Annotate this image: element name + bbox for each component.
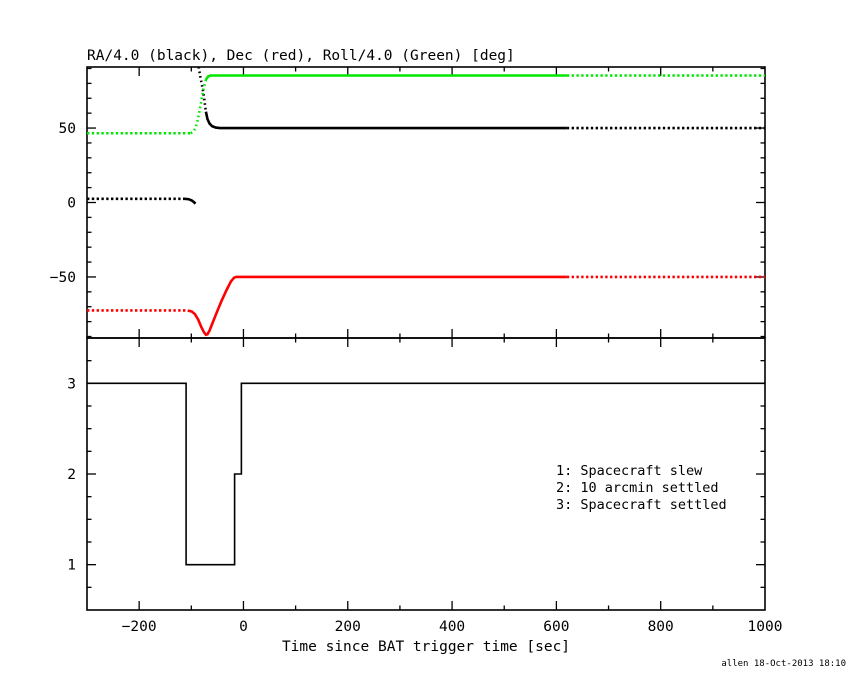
plot-title: RA/4.0 (black), Dec (red), Roll/4.0 (Gre… bbox=[87, 48, 515, 64]
y-tick-label: 2 bbox=[67, 467, 76, 483]
legend-line-1: 1: Spacecraft slew bbox=[556, 463, 703, 479]
series-black bbox=[87, 382, 765, 566]
legend-line-3: 3: Spacecraft settled bbox=[556, 497, 727, 513]
y-tick-label: −50 bbox=[50, 270, 76, 286]
panel-attitude: −50 0 50 bbox=[50, 66, 766, 339]
curve-segment-dotted bbox=[190, 79, 208, 135]
y-tick-label: 3 bbox=[67, 376, 76, 392]
x-axis-label: Time since BAT trigger time [sec] bbox=[282, 639, 570, 655]
curve-segment-solid bbox=[204, 74, 567, 81]
x-tick-label: 200 bbox=[335, 619, 361, 635]
x-tick-label: 1000 bbox=[748, 619, 783, 635]
credit-text: allen 18-Oct-2013 18:10 bbox=[721, 659, 846, 669]
panel-frame bbox=[86, 66, 766, 339]
plot-render-layer: −50 0 50 1 2 3 −200 0 200 400 600 800 1000 bbox=[50, 66, 783, 635]
series-black bbox=[87, 67, 765, 205]
x-tick-label: −200 bbox=[122, 619, 157, 635]
y-tick-label: 50 bbox=[59, 121, 76, 137]
curve-segment-dotted bbox=[197, 67, 208, 112]
curve-segment-solid bbox=[87, 382, 765, 566]
series-red bbox=[87, 275, 765, 337]
series-green bbox=[87, 74, 765, 135]
axis-ticks bbox=[87, 67, 765, 338]
x-tick-label: 0 bbox=[239, 619, 248, 635]
x-tick-label: 800 bbox=[648, 619, 674, 635]
curve-segment-solid bbox=[184, 197, 197, 205]
x-tick-label: 400 bbox=[439, 619, 465, 635]
legend-line-2: 2: 10 arcmin settled bbox=[556, 480, 719, 496]
panel-settling-status: 1 2 3 −200 0 200 400 600 800 1000 bbox=[67, 337, 783, 635]
curve-segment-solid bbox=[187, 275, 567, 337]
curve-segment-solid bbox=[204, 111, 567, 130]
y-tick-label: 0 bbox=[67, 196, 76, 212]
y-tick-label: 1 bbox=[67, 558, 76, 574]
x-tick-label: 600 bbox=[543, 619, 569, 635]
